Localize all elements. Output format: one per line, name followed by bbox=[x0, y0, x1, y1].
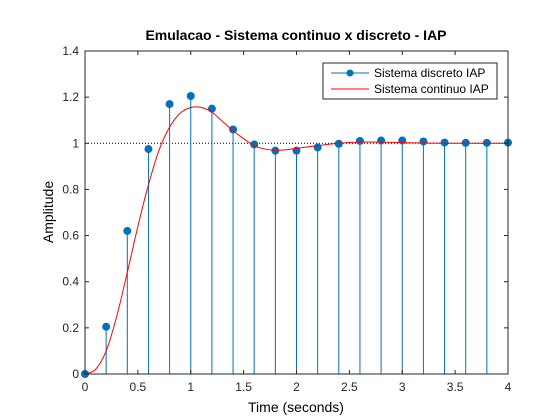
x-tick-label: 0.5 bbox=[130, 380, 147, 394]
y-tick-label: 1.4 bbox=[62, 44, 79, 58]
x-tick-label: 0 bbox=[82, 380, 89, 394]
stem-marker bbox=[313, 143, 322, 152]
stem-marker bbox=[398, 136, 407, 145]
stem-marker bbox=[102, 322, 111, 331]
y-tick-label: 0.6 bbox=[62, 229, 79, 243]
legend-discrete-label: Sistema discreto IAP bbox=[374, 66, 485, 80]
chart-title: Emulacao - Sistema continuo x discreto -… bbox=[145, 27, 446, 43]
x-axis-label: Time (seconds) bbox=[248, 399, 344, 415]
y-tick-label: 1 bbox=[72, 136, 79, 150]
tick-layer: 0 0.5 1 1.5 2 2.5 3 3.5 4 0 0.2 0.4 0.6 0.8 1 1.2 1.4 bbox=[62, 44, 511, 394]
stem-marker bbox=[165, 100, 174, 109]
stem-marker bbox=[419, 137, 428, 146]
continuous-line bbox=[84, 106, 508, 375]
y-tick-label: 0.4 bbox=[62, 275, 79, 289]
x-tick-label: 3.5 bbox=[447, 380, 464, 394]
x-tick-label: 2.5 bbox=[341, 380, 358, 394]
stem-marker bbox=[186, 91, 195, 100]
y-tick-label: 1.2 bbox=[62, 90, 79, 104]
y-tick-label: 0.8 bbox=[62, 182, 79, 196]
legend-box bbox=[322, 62, 498, 100]
x-tick-label: 4 bbox=[505, 380, 512, 394]
y-axis-label: Amplitude bbox=[40, 181, 56, 243]
legend: Sistema discreto IAP Sistema continuo IA… bbox=[322, 62, 498, 100]
x-tick-label: 2 bbox=[293, 380, 300, 394]
stem-marker bbox=[440, 138, 449, 147]
stem-marker bbox=[144, 145, 153, 154]
stem-marker bbox=[123, 226, 132, 235]
y-tick-label: 0.2 bbox=[62, 321, 79, 335]
x-tick-label: 1.5 bbox=[235, 380, 252, 394]
legend-discrete-marker bbox=[346, 69, 354, 77]
stem-marker bbox=[377, 136, 386, 145]
stem-marker bbox=[355, 136, 364, 145]
stem-marker bbox=[229, 125, 238, 134]
x-tick-label: 1 bbox=[187, 380, 194, 394]
stem-marker bbox=[207, 104, 216, 113]
y-tick-label: 0 bbox=[72, 367, 79, 381]
x-tick-label: 3 bbox=[399, 380, 406, 394]
legend-continuous-label: Sistema continuo IAP bbox=[374, 82, 489, 96]
continuous-series-layer bbox=[84, 106, 508, 375]
